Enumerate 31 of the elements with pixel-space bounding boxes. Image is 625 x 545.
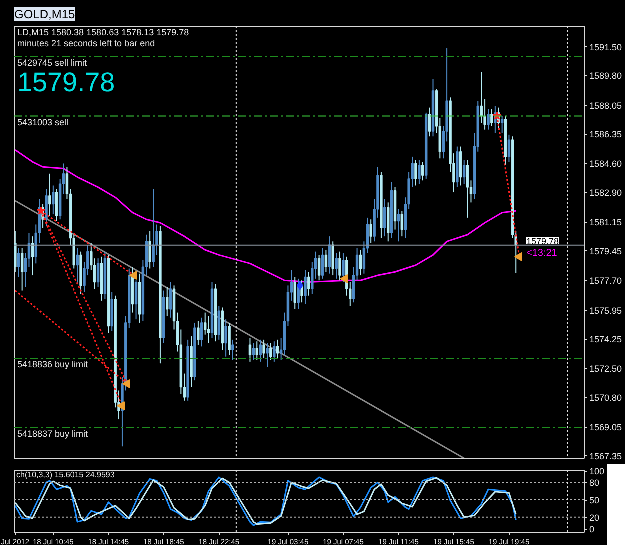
y-tick-label: 1577.70 [590,276,622,286]
y-tick-label: 1579.45 [590,246,622,256]
y-tick-label: 1570.80 [590,393,622,404]
y-tick-label: 1572.50 [590,364,622,374]
chart-title: GOLD,M15 [14,8,76,22]
y-tick-label: 1575.95 [590,306,622,316]
y-tick-label: 1586.35 [590,130,622,140]
y-tick-label: 1588.05 [590,100,622,111]
annotation: 1579.78 [18,68,116,98]
y-tick-label: 1591.50 [590,42,622,52]
annotation: <13:21 [526,248,558,260]
annotation: 1579.78 [526,236,560,246]
annotation: minutes 21 seconds left to bar end [18,38,156,48]
ref-line-label: 5418837 buy limit [18,429,89,440]
y-tick-label: 1589.80 [590,71,622,82]
y-tick-label: 80 [590,478,600,488]
y-tick-label: 1569.05 [590,422,622,433]
y-tick-label: 0 [590,524,595,535]
y-tick-label: 1584.60 [590,159,622,170]
y-tick-label: 1574.25 [590,334,622,345]
ref-line-label: 5431003 sell [18,117,69,128]
y-tick-label: 20 [590,512,600,523]
y-tick-label: 100 [590,466,605,477]
y-tick-label: 50 [590,496,600,506]
chart-subtitle: LD,M15 1580.38 1580.63 1578.13 1579.78 [18,28,190,38]
ref-line-label: 5418836 buy limit [18,360,89,370]
y-tick-label: 1582.90 [590,188,622,198]
ref-line-label: 5429745 sell limit [18,58,88,68]
y-tick-label: 1581.15 [590,218,622,228]
chart-title: ch(10,3,3) 15.6015 24.9593 [16,470,116,480]
y-tick-label: 1567.35 [590,451,622,462]
